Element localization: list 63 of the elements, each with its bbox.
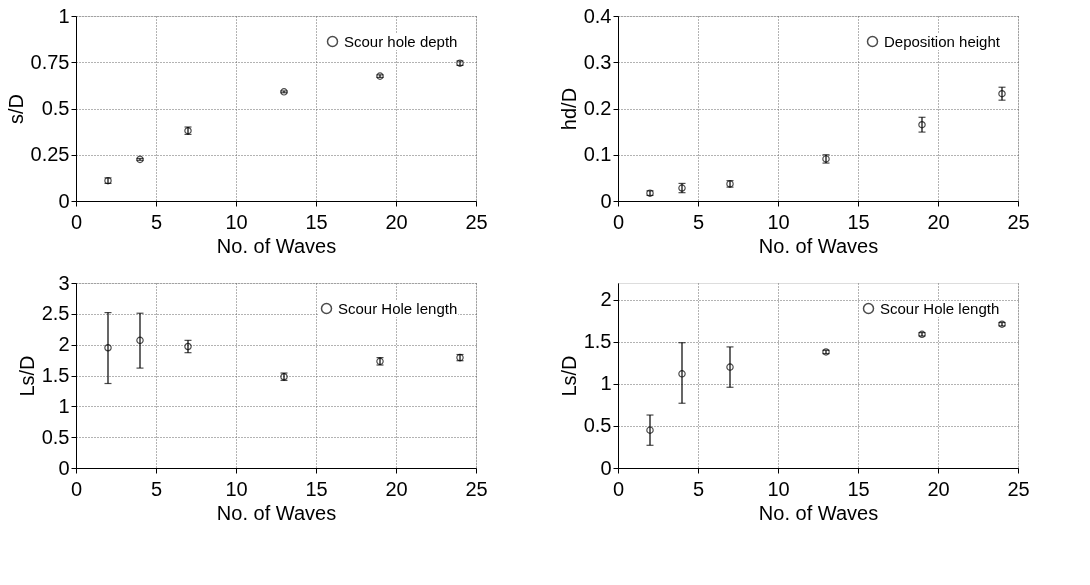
point (646, 426, 654, 434)
x-tick-label: 20 (385, 210, 408, 233)
point (678, 370, 686, 378)
legend-label: Scour Hole length (880, 299, 1000, 317)
y-tick-label: 0.3 (583, 50, 612, 73)
x-tick-label: 15 (847, 210, 870, 233)
y-tick-label: 0 (58, 189, 70, 212)
y-tick-label: 1.5 (41, 364, 70, 386)
x-tick-label: 10 (225, 477, 248, 500)
y-tick-label: 0 (58, 456, 70, 479)
y-tick-label: 2 (600, 288, 612, 311)
x-tick-label: 10 (767, 210, 790, 233)
y-axis-title: Ls/D (557, 355, 580, 397)
x-tick-label: 15 (305, 477, 328, 500)
y-tick-label: 1.5 (583, 330, 612, 353)
y-tick-label: 0.4 (583, 4, 612, 27)
x-tick-label: 20 (385, 477, 408, 500)
x-tick-label: 5 (692, 477, 705, 500)
legend-label: Deposition height (884, 32, 1001, 50)
point (136, 155, 144, 164)
y-tick-label: 0 (600, 456, 612, 479)
point (104, 343, 112, 352)
x-tick-label: 5 (692, 210, 705, 233)
legend-label: Scour Hole length (338, 299, 458, 317)
y-tick-label: 2.5 (41, 302, 70, 325)
y-tick-label: 0.1 (583, 143, 612, 166)
y-axis-title: hd/D (557, 87, 580, 131)
x-tick-label: 25 (1007, 477, 1030, 500)
y-tick-label: 0.25 (30, 143, 70, 166)
y-tick-label: 1 (58, 4, 70, 27)
y-tick-label: 1 (58, 394, 70, 417)
y-tick-label: 1 (600, 372, 612, 395)
y-axis-title: Ls/D (15, 355, 38, 397)
x-tick-label: 25 (465, 477, 488, 500)
x-tick-label: 5 (150, 210, 163, 233)
point (726, 363, 734, 371)
x-axis-title: No. of Waves (216, 234, 337, 257)
x-tick-label: 25 (1007, 210, 1030, 233)
y-tick-label: 0.5 (41, 97, 70, 119)
x-tick-label: 5 (150, 477, 163, 500)
legend-label: Scour hole depth (344, 32, 458, 50)
y-tick-label: 0 (600, 189, 612, 212)
x-axis-title: No. of Waves (216, 501, 337, 524)
x-tick-label: 10 (225, 210, 248, 233)
x-tick-label: 15 (305, 210, 328, 233)
y-tick-label: 2 (58, 333, 70, 356)
x-tick-label: 25 (465, 210, 488, 233)
x-tick-label: 20 (927, 210, 950, 233)
point (184, 342, 192, 351)
y-tick-label: 3 (58, 271, 70, 294)
x-tick-label: 10 (767, 477, 790, 500)
x-tick-label: 20 (927, 477, 950, 500)
point (998, 89, 1006, 98)
y-tick-label: 0.75 (30, 50, 70, 73)
y-tick-label: 0.5 (41, 425, 70, 448)
y-axis-title: s/D (4, 94, 27, 124)
y-tick-label: 0.2 (583, 97, 612, 119)
point (136, 336, 144, 345)
y-tick-label: 0.5 (583, 414, 612, 437)
x-tick-label: 15 (847, 477, 870, 500)
x-axis-title: No. of Waves (758, 234, 879, 257)
point (918, 120, 926, 129)
x-axis-title: No. of Waves (758, 501, 879, 524)
